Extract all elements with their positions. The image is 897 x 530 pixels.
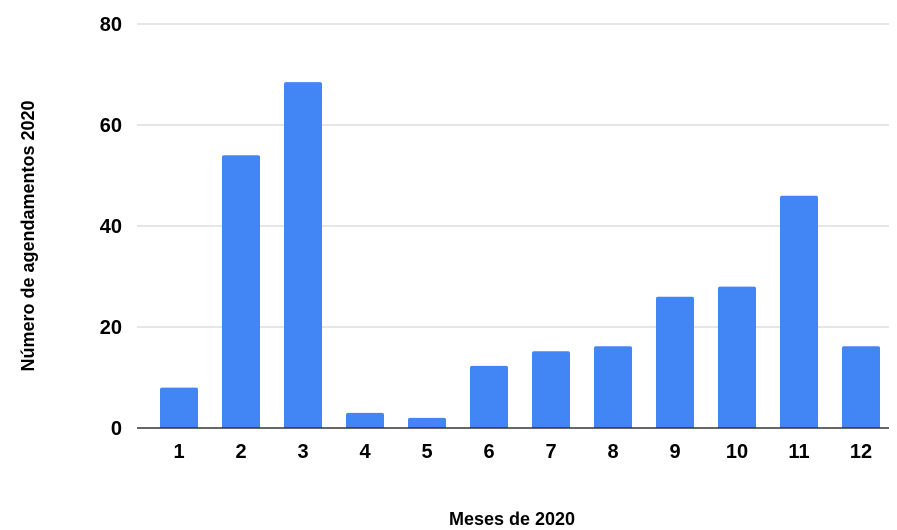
y-tick-label: 80 [100,14,122,36]
y-tick-label: 20 [100,317,122,339]
bars [160,82,880,429]
x-tick-label: 10 [726,441,748,463]
bar-month-8 [594,346,632,428]
gridlines [137,23,889,328]
y-tick-label: 40 [100,216,122,238]
x-tick-label: 9 [669,441,680,463]
x-tick-label: 12 [850,441,872,463]
x-tick-label: 8 [607,441,618,463]
bar-month-11 [780,195,818,428]
bar-month-1 [160,387,198,428]
x-tick-label: 1 [173,441,184,463]
y-axis-title: Número de agendamentos 2020 [18,100,38,371]
bar-month-5 [408,417,446,428]
y-tick-labels: 0 20 40 60 80 [100,14,122,440]
bar-month-6 [470,365,508,428]
x-axis-title: Meses de 2020 [449,509,575,529]
bar-month-3 [284,82,322,428]
bar-month-7 [532,351,570,428]
x-tick-label: 5 [421,441,432,463]
x-tick-label: 7 [545,441,556,463]
x-tick-label: 11 [788,441,809,463]
x-tick-labels: 1 2 3 4 5 6 7 8 9 10 11 12 [173,441,872,463]
bar-month-2 [222,155,260,429]
bar-month-12 [842,346,880,428]
y-tick-label: 60 [100,115,122,137]
bar-month-4 [346,412,384,428]
x-tick-label: 2 [235,441,246,463]
bar-month-9 [656,296,694,428]
x-tick-label: 6 [483,441,494,463]
y-tick-label: 0 [111,418,122,440]
x-tick-label: 4 [359,441,371,463]
x-tick-label: 3 [297,441,308,463]
bar-month-10 [718,286,756,428]
